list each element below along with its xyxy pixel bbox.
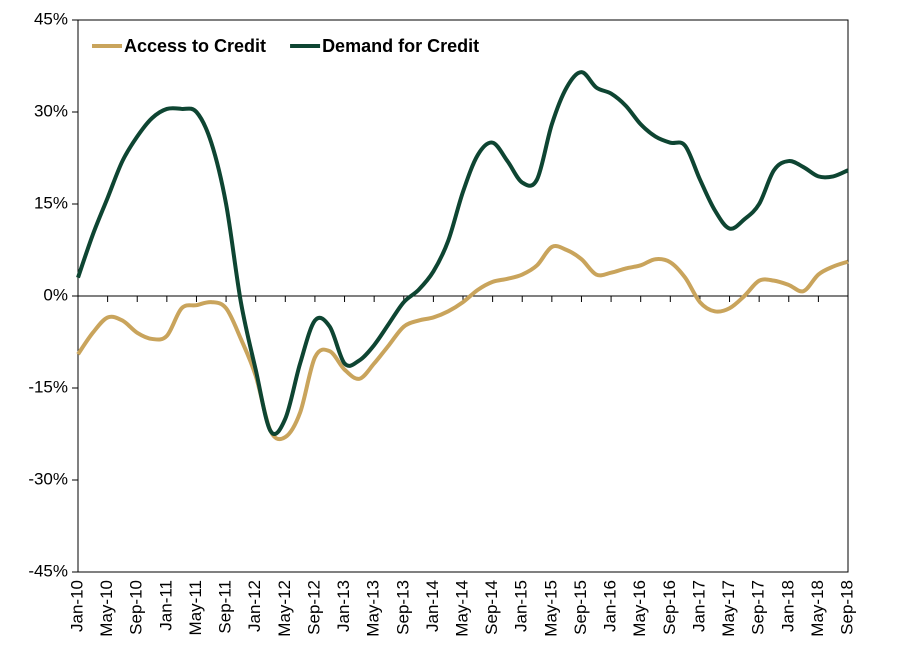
x-tick-label: May-18 bbox=[808, 580, 827, 637]
x-tick-label: Jan-12 bbox=[245, 580, 264, 632]
x-tick-label: May-13 bbox=[364, 580, 383, 637]
x-tick-label: Sep-10 bbox=[127, 580, 146, 635]
x-tick-label: Jan-14 bbox=[423, 580, 442, 632]
legend-label: Demand for Credit bbox=[322, 36, 479, 56]
legend-label: Access to Credit bbox=[124, 36, 266, 56]
x-tick-label: Jan-17 bbox=[689, 580, 708, 632]
y-tick-label: -15% bbox=[28, 377, 68, 396]
x-tick-label: Sep-12 bbox=[304, 580, 323, 635]
series-line bbox=[76, 70, 849, 437]
x-tick-label: May-11 bbox=[186, 580, 205, 635]
x-tick-label: Sep-14 bbox=[482, 580, 501, 635]
series-line bbox=[76, 244, 849, 442]
x-tick-label: Jan-11 bbox=[156, 580, 175, 631]
y-tick-label: -45% bbox=[28, 561, 68, 580]
x-tick-label: Jan-15 bbox=[512, 580, 531, 632]
x-tick-label: Jan-16 bbox=[601, 580, 620, 632]
x-tick-label: Sep-13 bbox=[393, 580, 412, 635]
x-tick-label: Sep-18 bbox=[837, 580, 856, 635]
x-tick-label: May-16 bbox=[630, 580, 649, 637]
x-tick-label: Sep-17 bbox=[749, 580, 768, 635]
x-tick-label: Sep-15 bbox=[571, 580, 590, 635]
x-tick-label: Sep-11 bbox=[216, 580, 235, 634]
x-tick-label: Jan-13 bbox=[334, 580, 353, 632]
y-tick-label: 0% bbox=[43, 285, 68, 304]
x-tick-label: May-15 bbox=[541, 580, 560, 637]
y-tick-label: 45% bbox=[34, 9, 68, 28]
x-tick-label: May-10 bbox=[97, 580, 116, 637]
y-tick-label: 30% bbox=[34, 101, 68, 120]
x-tick-label: Jan-18 bbox=[778, 580, 797, 632]
x-tick-label: May-12 bbox=[275, 580, 294, 637]
x-tick-label: Sep-16 bbox=[660, 580, 679, 635]
x-tick-label: Jan-10 bbox=[67, 580, 86, 632]
y-tick-label: -30% bbox=[28, 469, 68, 488]
y-tick-label: 15% bbox=[34, 193, 68, 212]
x-tick-label: May-17 bbox=[719, 580, 738, 637]
x-tick-label: May-14 bbox=[452, 580, 471, 637]
